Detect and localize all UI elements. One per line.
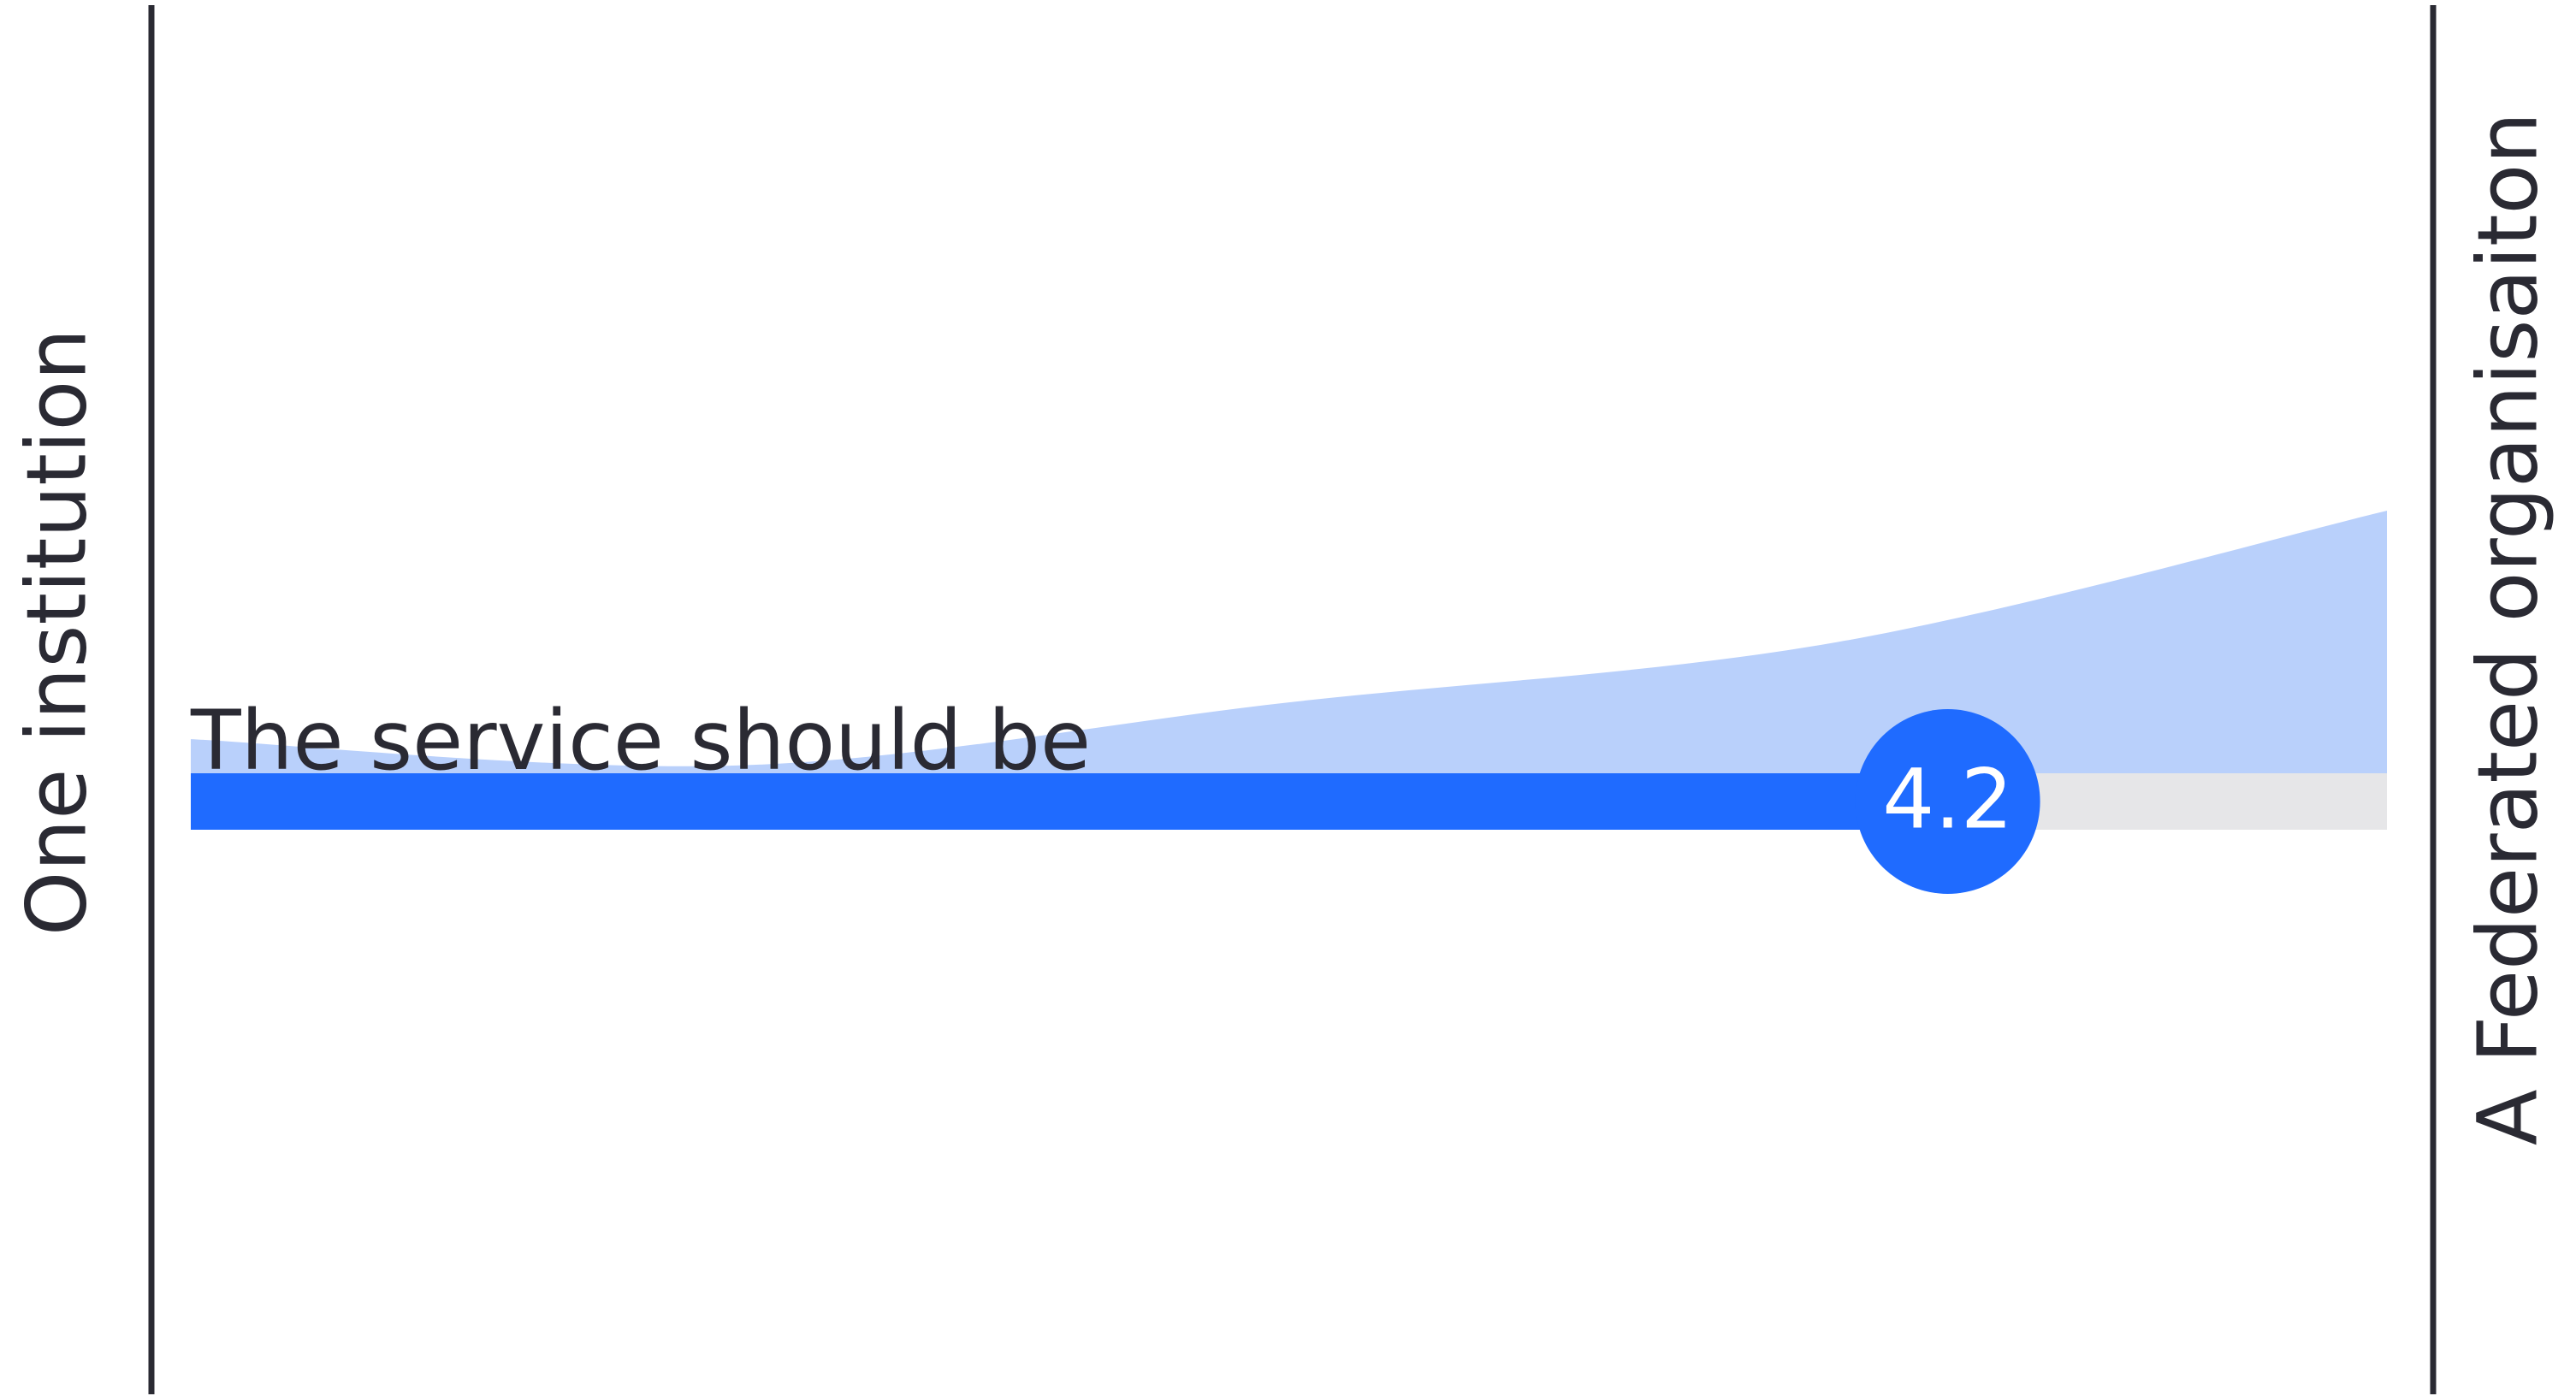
left-label: One institution (9, 328, 104, 936)
distribution-area (191, 511, 2387, 773)
value-bar (191, 773, 1948, 830)
right-label: A Federated organisaiton (2460, 112, 2555, 1145)
value-dot (1855, 709, 2040, 894)
value-label: 4.2 (1882, 751, 2013, 847)
statement: The service should be (190, 693, 1091, 789)
